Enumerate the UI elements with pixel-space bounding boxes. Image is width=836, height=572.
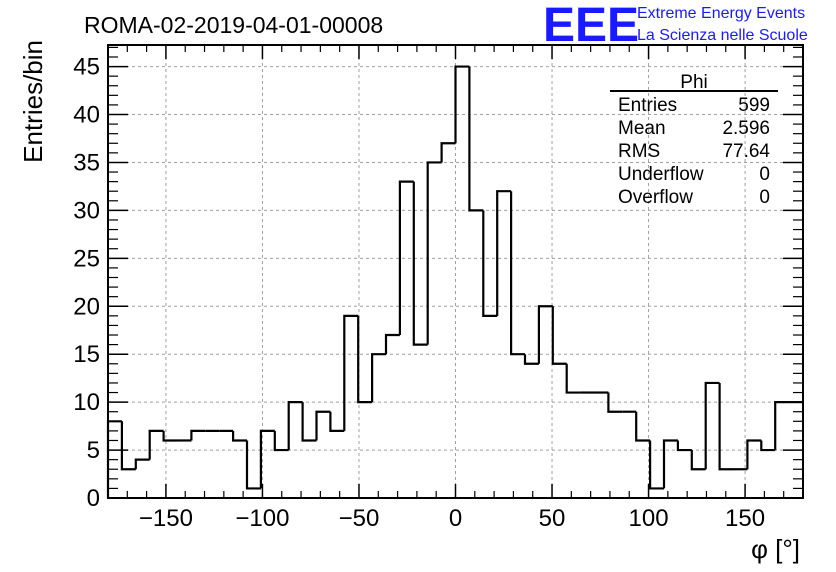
histogram-bin [760,440,776,452]
y-tick-label: 15 [73,341,100,368]
y-tick-label: 10 [73,389,100,416]
eee-logo-line2: La Scienza nelle Scuole [637,27,808,44]
histogram-bin [398,180,414,336]
stats-box: Phi Entries 599 Mean 2.596 RMS 77.64 Underflow… [610,72,778,208]
histogram-bin [635,411,651,442]
x-tick-label: 50 [539,505,566,532]
eee-logo: EEE Extreme Energy Events La Scienza nel… [543,0,808,52]
stats-label: Entries [618,95,677,116]
stats-value: 0 [759,164,770,185]
x-tick-label: 0 [449,505,462,532]
histogram-bin [190,429,206,441]
stats-label: RMS [618,141,660,162]
histogram-bin [690,450,706,471]
stats-value: 0 [759,187,770,208]
histogram-bin [315,410,331,441]
histogram-bin [343,314,359,431]
histogram-bin [329,411,345,432]
stats-label: Overflow [618,187,693,208]
grid-lines [108,45,803,498]
histogram-bin [440,142,456,163]
stats-title: Phi [680,72,707,93]
x-tick-label: −50 [339,505,380,532]
y-tick-labels: 0 5 10 15 20 25 30 35 40 45 [73,54,100,512]
stats-label: Mean [618,118,666,139]
histogram-bins [106,65,803,498]
x-tick-labels: −150 −100 −50 0 50 100 150 [139,505,765,532]
histogram-bin [412,181,428,346]
stats-rows: Entries 599 Mean 2.596 RMS 77.64 Underflow 0 Ove… [618,95,770,208]
histogram-bin [718,382,734,471]
histogram-bin [662,439,678,489]
x-tick-label: −100 [235,505,289,532]
histogram-bin [607,392,623,413]
histogram-bin [148,429,164,460]
eee-logo-mark: EEE [543,0,639,52]
histogram-bin [245,440,261,490]
histogram-bin [384,333,400,355]
histogram-bin [232,430,247,442]
y-tick-label: 20 [73,293,100,320]
y-tick-label: 40 [73,102,100,129]
histogram-bin [454,65,470,144]
histogram-bin [537,305,553,364]
axis-ticks [108,45,803,499]
chart-title: ROMA-02-2019-04-01-00008 [84,12,383,38]
y-tick-label: 25 [73,245,100,272]
histogram-bin [162,430,178,442]
histogram-bin [287,401,303,451]
histogram-bin [426,161,442,345]
histogram-bin [523,354,539,365]
y-tick-label: 35 [73,149,100,176]
y-tick-label: 5 [87,437,100,464]
histogram-bin [371,353,386,403]
stats-label: Underflow [618,164,704,185]
histogram-bin [134,458,150,470]
y-tick-label: 45 [73,54,100,81]
y-tick-label: 30 [73,197,100,224]
stats-value: 599 [738,95,770,116]
histogram-bin [301,402,317,442]
histogram-bin [259,429,275,489]
histogram-bin [496,190,512,316]
x-tick-label: 150 [725,505,765,532]
eee-logo-line1: Extreme Energy Events [637,5,805,22]
x-tick-label: −150 [139,505,193,532]
stats-value: 77.64 [722,141,770,162]
histogram-bin [120,421,136,471]
histogram-bin [704,381,720,470]
histogram-bin [357,315,373,404]
histogram-bin [746,439,762,470]
histogram-bin [774,401,790,451]
y-tick-label: 0 [87,485,100,512]
histogram-bin [676,440,692,452]
histogram-bin [510,191,525,356]
histogram-bin [482,210,498,317]
stats-value: 2.596 [722,118,770,139]
histogram-bin [565,363,581,394]
y-axis-label: Entries/bin [18,40,48,163]
x-tick-label: 100 [629,505,669,532]
histogram-bin [273,430,289,452]
x-axis-label: φ [°] [751,534,800,564]
histogram-bin [649,440,664,490]
histogram-bin [468,66,484,212]
histogram-bin [551,306,567,365]
